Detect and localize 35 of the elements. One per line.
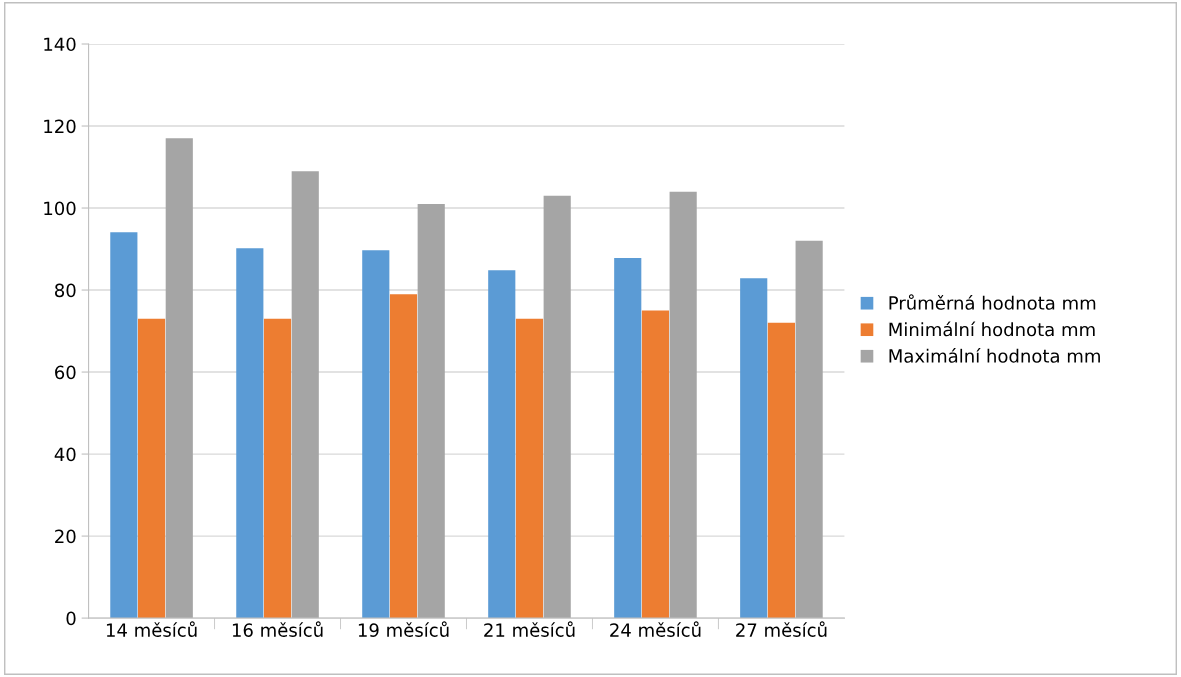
bar	[362, 250, 390, 619]
x-tick-label: 24 měsíců	[610, 621, 701, 637]
bar	[236, 248, 264, 619]
bar	[543, 195, 571, 619]
x-tick-label: 21 měsíců	[484, 621, 575, 637]
legend-label: Minimální hodnota mm	[889, 321, 1095, 337]
bar	[263, 318, 292, 619]
bar	[137, 318, 166, 619]
y-tick-label: 40	[54, 447, 76, 462]
x-tick-label: 19 měsíců	[358, 621, 449, 637]
bar	[110, 232, 138, 619]
legend-label: Maximální hodnota mm	[889, 348, 1100, 363]
legend-label: Průměrná hodnota mm	[889, 294, 1096, 310]
bar	[614, 258, 642, 619]
y-tick-label: 140	[44, 37, 76, 52]
bar	[488, 270, 516, 619]
y-tick-label: 20	[55, 529, 76, 544]
bar	[641, 310, 670, 619]
bar	[669, 191, 697, 619]
bar	[291, 171, 319, 619]
bar	[389, 294, 418, 619]
bar	[795, 240, 823, 619]
y-tick-label: 120	[44, 119, 76, 134]
bar	[515, 318, 544, 619]
bar	[740, 278, 768, 619]
bar	[767, 322, 796, 619]
y-tick-label: 0	[66, 611, 76, 626]
bar	[417, 203, 445, 619]
x-tick-label: 27 měsíců	[736, 621, 827, 637]
y-tick-label: 80	[55, 283, 76, 298]
bar	[165, 138, 193, 619]
x-tick-label: 16 měsíců	[232, 621, 323, 637]
x-tick-label: 14 měsíců	[106, 621, 197, 637]
y-tick-label: 100	[44, 201, 76, 216]
y-tick-label: 60	[55, 365, 76, 380]
